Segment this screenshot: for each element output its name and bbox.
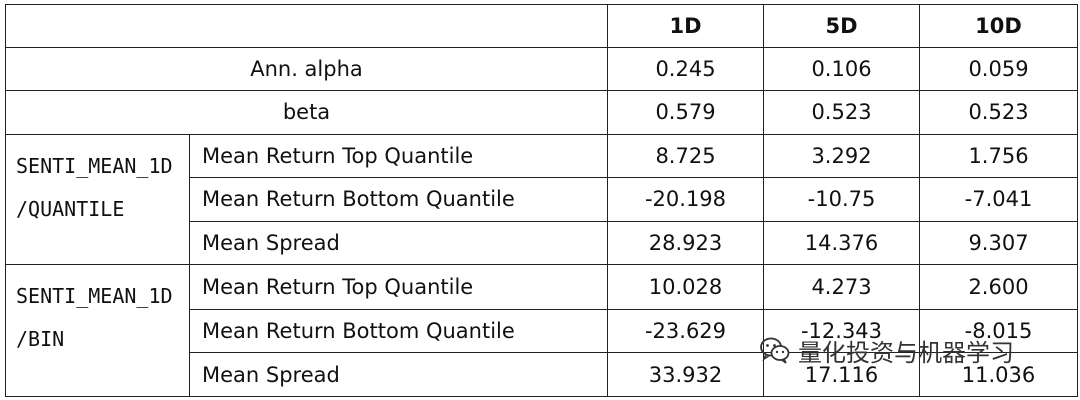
value-5d: -10.75 <box>763 177 920 222</box>
group-name-line: SENTI_MEAN_1D <box>16 153 173 178</box>
value-1d: 0.245 <box>607 46 764 92</box>
header-row: 1D 5D 10D <box>5 4 1078 48</box>
table-row-ann-alpha: Ann. alpha 0.245 0.106 0.059 <box>5 46 1078 92</box>
row-label: beta <box>5 90 608 135</box>
value-10d: -7.041 <box>919 177 1078 222</box>
group-label-quantile: SENTI_MEAN_1D /QUANTILE <box>5 133 190 266</box>
value-5d: 0.106 <box>763 46 920 92</box>
results-table: 1D 5D 10D Ann. alpha 0.245 0.106 0.059 b… <box>5 4 1078 397</box>
group-name-line: SENTI_MEAN_1D <box>16 284 173 309</box>
table-row: SENTI_MEAN_1D /QUANTILE Mean Return Top … <box>5 133 1078 266</box>
value-1d: 28.923 <box>607 220 764 266</box>
value-1d: 0.579 <box>607 90 764 135</box>
header-empty-cell <box>5 4 608 48</box>
value-5d: 17.116 <box>763 352 920 397</box>
row-label: Mean Return Top Quantile <box>189 264 608 310</box>
table-row: Mean Return Bottom Quantile -20.198 -10.… <box>6 177 1078 222</box>
value-10d: 9.307 <box>919 220 1078 266</box>
watermark: 量化投资与机器学习 <box>760 333 1014 367</box>
value-1d: -23.629 <box>607 308 764 354</box>
row-label: Mean Return Top Quantile <box>189 133 608 179</box>
group-label-bin: SENTI_MEAN_1D /BIN <box>5 264 190 397</box>
header-10d: 10D <box>919 4 1078 48</box>
value-10d: 2.600 <box>919 264 1078 310</box>
row-label: Mean Return Bottom Quantile <box>189 177 608 222</box>
value-10d: 0.523 <box>919 90 1078 135</box>
value-5d: 4.273 <box>763 264 920 310</box>
header-5d: 5D <box>763 4 920 48</box>
value-1d: -20.198 <box>607 177 764 222</box>
row-label: Mean Spread <box>189 220 608 266</box>
results-table-container: 1D 5D 10D Ann. alpha 0.245 0.106 0.059 b… <box>5 4 1078 397</box>
value-5d: 3.292 <box>763 133 920 179</box>
value-1d: 33.932 <box>607 352 764 397</box>
value-5d: 14.376 <box>763 220 920 266</box>
value-1d: 8.725 <box>607 133 764 179</box>
header-1d: 1D <box>607 4 764 48</box>
value-5d: -12.343 <box>763 308 920 354</box>
table-row: Mean Spread 28.923 14.376 9.307 <box>6 220 1078 266</box>
wechat-logo-icon <box>760 337 790 364</box>
value-10d: 11.036 <box>919 352 1078 397</box>
row-label: Mean Spread <box>189 352 608 397</box>
value-5d: 0.523 <box>763 90 920 135</box>
group-name-line: /BIN <box>16 327 65 352</box>
value-1d: 10.028 <box>607 264 764 310</box>
table-row: Mean Spread 33.932 17.116 11.036 <box>6 352 1078 397</box>
table-row: SENTI_MEAN_1D /BIN Mean Return Top Quant… <box>5 264 1078 397</box>
group-name-line: /QUANTILE <box>16 196 125 221</box>
watermark-text: 量化投资与机器学习 <box>798 338 1014 367</box>
value-10d: 1.756 <box>919 133 1078 179</box>
table-row-beta: beta 0.579 0.523 0.523 <box>5 90 1078 135</box>
value-10d: 0.059 <box>919 46 1078 92</box>
row-label: Ann. alpha <box>5 46 608 92</box>
row-label: Mean Return Bottom Quantile <box>189 308 608 354</box>
